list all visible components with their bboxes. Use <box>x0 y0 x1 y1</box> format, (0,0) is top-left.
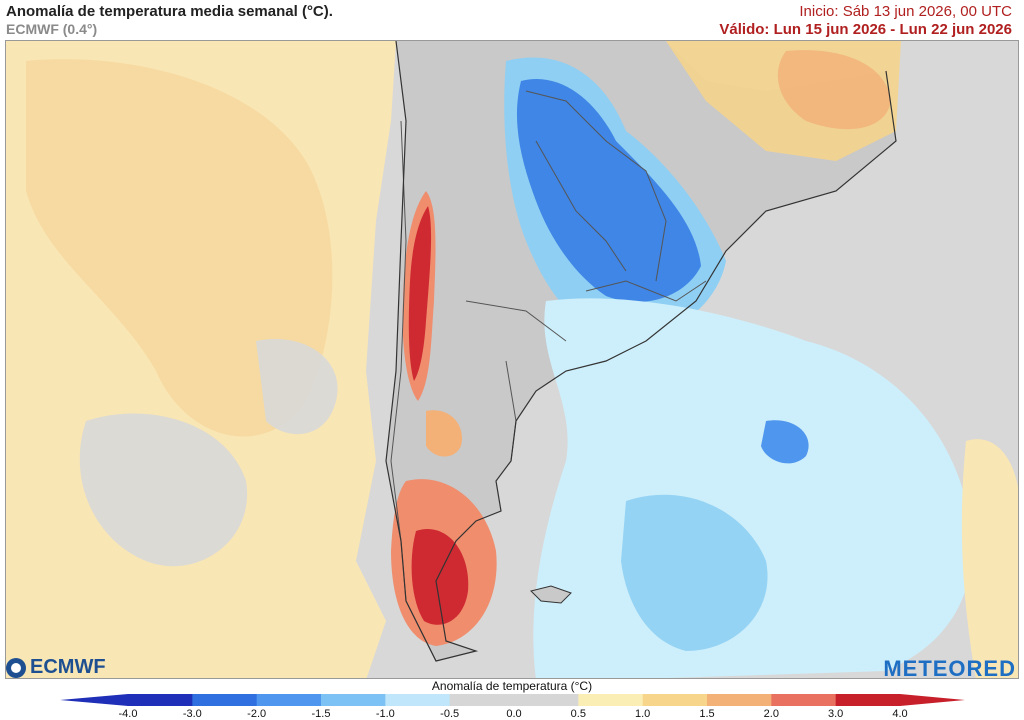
legend-cell <box>578 694 644 706</box>
map-title: Anomalía de temperatura media semanal (°… <box>6 3 333 20</box>
legend-tick-label: 2.0 <box>763 708 779 720</box>
cuyo-warm <box>426 410 462 457</box>
pacific-neutral-patch-2 <box>256 339 338 435</box>
cool-region-strong <box>516 79 701 302</box>
east-atlantic-warm <box>961 439 1018 678</box>
legend-cell <box>128 694 193 706</box>
brazil-warm-core <box>777 50 891 130</box>
legend-cell <box>707 694 772 706</box>
legend-tick-label: -1.0 <box>375 708 395 720</box>
valid-period: Válido: Lun 15 jun 2026 - Lun 22 jun 202… <box>719 21 1012 38</box>
ecmwf-logo-text: ECMWF <box>30 656 106 678</box>
ecmwf-logo: ECMWF <box>6 656 106 679</box>
legend-tick-label: -2.0 <box>247 708 267 720</box>
legend-tick-label: 1.5 <box>699 708 715 720</box>
legend-cell <box>642 694 708 706</box>
meteored-logo: METEORED <box>883 656 1016 681</box>
ecmwf-logo-icon <box>6 657 26 678</box>
anomaly-map[interactable] <box>5 40 1019 679</box>
legend-cell <box>256 694 322 706</box>
legend-tick-label: -1.5 <box>311 708 331 720</box>
legend-cell <box>449 694 515 706</box>
andes-hot-core <box>408 206 432 381</box>
legend-tick-label: 3.0 <box>828 708 844 720</box>
atlantic-cool-spot <box>761 420 809 464</box>
legend-arrow-left <box>60 694 128 706</box>
legend-tick-label: 4.0 <box>892 708 908 720</box>
legend-tick-label: -4.0 <box>118 708 138 720</box>
legend-cell <box>771 694 837 706</box>
legend-tick-label: 0.0 <box>506 708 522 720</box>
legend-cell <box>192 694 258 706</box>
legend-color-bar <box>60 694 965 706</box>
legend-cell <box>835 694 901 706</box>
init-time: Inicio: Sáb 13 jun 2026, 00 UTC <box>799 3 1012 20</box>
legend-tick-label: 0.5 <box>570 708 586 720</box>
legend-tick-label: -0.5 <box>440 708 460 720</box>
legend-title: Anomalía de temperatura (°C) <box>431 679 593 693</box>
map-canvas <box>6 41 1018 678</box>
pacific-mid-warm <box>26 59 333 437</box>
legend-tick-label: 1.0 <box>635 708 651 720</box>
legend-cell <box>321 694 386 706</box>
legend-cell <box>385 694 451 706</box>
coastline <box>385 41 897 662</box>
legend-arrow-right <box>900 694 965 706</box>
header: Anomalía de temperatura media semanal (°… <box>0 0 1024 40</box>
legend-cell <box>514 694 579 706</box>
falkland-islands <box>530 585 572 604</box>
color-legend: Anomalía de temperatura (°C) -4.0 -3.0 -2.… <box>0 679 1024 720</box>
legend-tick-label: -3.0 <box>182 708 202 720</box>
pacific-neutral-patch <box>79 413 248 567</box>
atlantic-cool-mid <box>621 494 768 651</box>
patagonia-hot-core <box>411 529 469 625</box>
model-subtitle: ECMWF (0.4°) <box>6 21 98 37</box>
